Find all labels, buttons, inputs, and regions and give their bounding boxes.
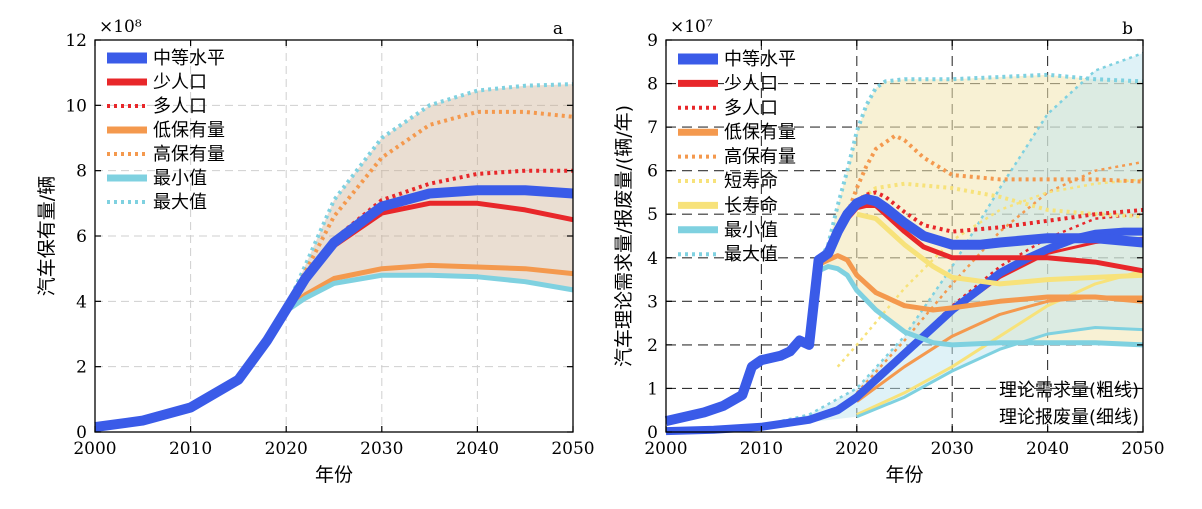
scrap-band <box>761 53 1143 428</box>
x-tick-label: 2010 <box>169 439 212 459</box>
demand-line <box>845 203 1144 274</box>
y-exponent-label: ×10⁷ <box>670 17 713 37</box>
panel-a: 2000 2010 2020 2030 2040 2050 0 2 4 6 8 10 12 ×10⁸ a 年份… <box>36 17 595 486</box>
series-line <box>284 262 574 312</box>
legend-label: 高保有量 <box>724 147 796 168</box>
y-axis-label: 汽车理论需求量/报废量/(辆/年) <box>613 105 635 367</box>
x-tick-label: 2030 <box>931 439 974 459</box>
legend-label: 中等水平 <box>153 48 225 69</box>
y-tick-label: 8 <box>647 75 658 95</box>
series-line <box>94 185 574 433</box>
series-line <box>284 109 574 309</box>
demand-line <box>817 253 1144 313</box>
y-tick-label: 4 <box>76 292 87 312</box>
legend-label: 最小值 <box>153 168 207 189</box>
annotation-text: 理论报废量(细线) <box>999 407 1139 428</box>
scrap-line <box>856 269 1144 416</box>
legend-label: 低保有量 <box>153 120 225 141</box>
plot-frame <box>665 39 1144 433</box>
y-tick-label: 6 <box>76 227 87 247</box>
scrap-line <box>836 178 1144 368</box>
scrap-line <box>856 326 1144 419</box>
legend-label: 最小值 <box>724 220 778 241</box>
panel-label: b <box>1122 19 1133 39</box>
legend-label: 短寿命 <box>724 171 778 192</box>
legend-label: 中等水平 <box>724 49 796 70</box>
y-tick-label: 6 <box>647 162 658 182</box>
legend-label: 多人口 <box>153 96 207 117</box>
x-tick-label: 2050 <box>1121 439 1164 459</box>
y-tick-label: 4 <box>647 249 658 269</box>
x-tick-label: 2000 <box>644 439 687 459</box>
y-exponent-label: ×10⁸ <box>99 17 142 37</box>
y-tick-label: 1 <box>647 379 658 399</box>
legend-label: 高保有量 <box>153 144 225 165</box>
panel-label: a <box>553 19 563 39</box>
y-tick-label: 0 <box>647 423 658 443</box>
demand-line <box>856 211 1144 287</box>
series-line <box>284 272 574 314</box>
x-tick-label: 2010 <box>740 439 783 459</box>
x-axis-label: 年份 <box>315 464 353 486</box>
demand-line <box>817 264 1144 348</box>
x-tick-label: 2000 <box>73 439 116 459</box>
x-tick-label: 2020 <box>265 439 308 459</box>
y-tick-label: 2 <box>76 358 87 378</box>
legend-label: 长寿命 <box>724 195 778 216</box>
annotation-text: 理论需求量(粗线) <box>999 380 1139 401</box>
demand-line <box>845 133 1144 215</box>
demand-line <box>807 72 1144 341</box>
y-tick-label: 9 <box>647 31 658 51</box>
y-tick-label: 5 <box>647 205 658 225</box>
legend-label: 低保有量 <box>724 122 796 143</box>
y-axis-label: 汽车保有量/辆 <box>36 176 58 296</box>
y-tick-label: 12 <box>65 31 87 51</box>
panel-b: 2000 2010 2020 2030 2040 2050 0 1 2 3 4 5 6 7 8 9 ×10⁷ b 年… <box>613 17 1165 486</box>
x-tick-label: 2020 <box>835 439 878 459</box>
x-tick-label: 2050 <box>551 439 594 459</box>
y-tick-label: 3 <box>647 292 658 312</box>
x-tick-label: 2040 <box>456 439 499 459</box>
series-line <box>284 82 574 309</box>
legend-label: 少人口 <box>153 72 207 93</box>
scrap-line <box>855 160 1144 394</box>
y-tick-label: 7 <box>647 118 658 138</box>
y-tick-label: 10 <box>65 96 87 116</box>
x-axis-label: 年份 <box>885 464 923 486</box>
legend-label: 多人口 <box>724 98 778 119</box>
x-tick-label: 2040 <box>1026 439 1069 459</box>
x-tick-label: 2030 <box>360 439 403 459</box>
y-tick-label: 8 <box>76 162 87 182</box>
legend-label: 少人口 <box>724 73 778 94</box>
y-tick-label: 0 <box>76 423 87 443</box>
legend-label: 最大值 <box>153 192 207 213</box>
legend-label: 最大值 <box>724 244 778 265</box>
demand-line <box>664 194 1144 426</box>
y-tick-label: 2 <box>647 336 658 356</box>
